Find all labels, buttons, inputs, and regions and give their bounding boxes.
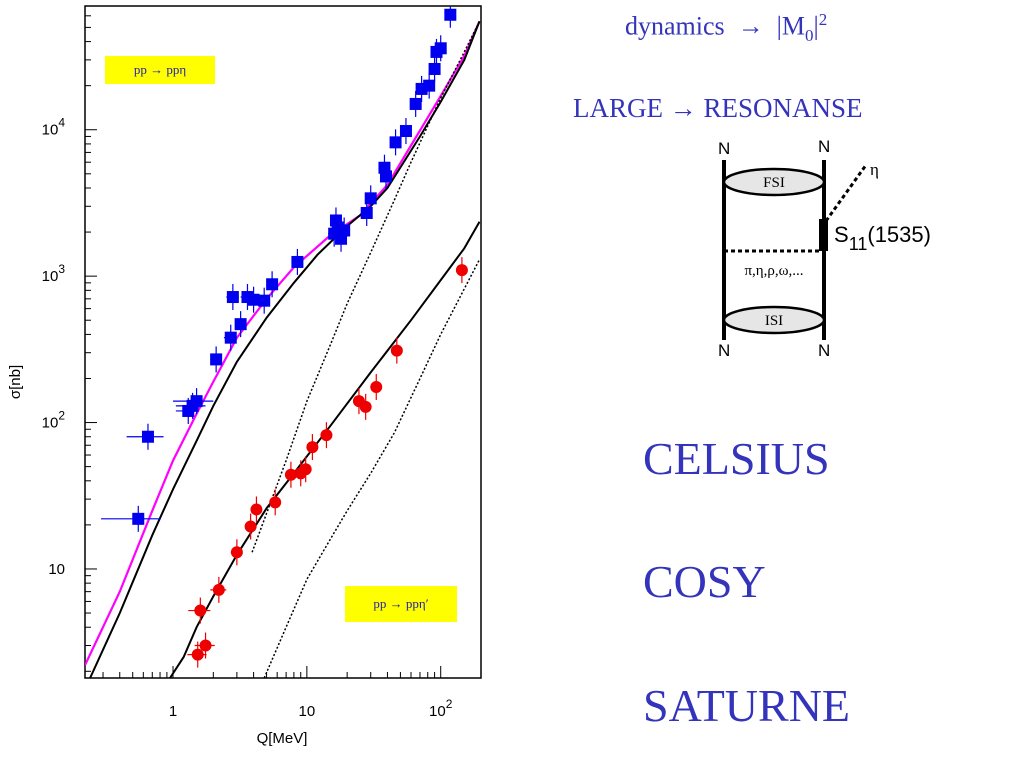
eta-data-point — [389, 129, 402, 156]
y-tick-label: 102 — [42, 409, 66, 432]
n-bottom-right: N — [818, 341, 830, 360]
eta-prime-data-point — [284, 461, 297, 488]
dynamics-arrow: → — [737, 11, 764, 41]
legend-box-eta-prime: pp → ppη′ — [345, 586, 457, 622]
eta-prime-data-point — [194, 632, 215, 659]
eta-data-point — [126, 423, 164, 450]
s11-label: S11(1535) — [834, 222, 931, 254]
mesons-label: π,η,ρ,ω,... — [744, 263, 803, 279]
eta-data-point — [338, 217, 351, 244]
s11-mass: (1535) — [867, 222, 931, 247]
x-tick-label: 10 — [299, 703, 316, 720]
eta-data-point — [423, 72, 436, 99]
eta-prime-data-point — [390, 337, 403, 364]
eta-prime-data-point — [230, 539, 243, 566]
cross-section-chart: 1 10 102 10 102 103 104 Q[MeV] σ[nb] — [7, 5, 482, 747]
n-bottom-left: N — [718, 341, 730, 360]
curves-layer — [85, 20, 481, 678]
eta-prime-data-point — [359, 393, 372, 420]
plot-frame — [84, 5, 482, 679]
eta-data-point — [247, 286, 260, 313]
eta-prime-data-point — [320, 422, 333, 449]
facility-cosy: COSY — [643, 556, 766, 607]
n-top-left: N — [718, 139, 730, 158]
eta-data-point — [291, 248, 304, 275]
eta-prime-data-point — [210, 576, 227, 603]
eta-prime-data-point — [306, 434, 319, 461]
eta-data-point — [379, 163, 392, 190]
eta-prime-data-point — [370, 373, 383, 400]
large-resonanse-text: LARGE → RESONANSE — [573, 93, 863, 123]
eta-prime-data-point — [188, 597, 211, 624]
eta-data-point — [399, 118, 412, 145]
x-tick-label: 102 — [429, 697, 453, 720]
eta-data-point — [444, 6, 457, 28]
theory-curve-5 — [263, 259, 481, 678]
facility-saturne: SATURNE — [643, 680, 851, 731]
y-tick-label: 10 — [48, 561, 65, 578]
eta-prime-data-point — [455, 257, 468, 284]
resonance-box — [819, 219, 828, 251]
matrix-element-sup: 2 — [818, 10, 828, 29]
points-layer — [101, 6, 468, 668]
isi-label: ISI — [765, 313, 783, 329]
x-tick-label: 1 — [169, 703, 177, 720]
fsi-blob — [722, 167, 826, 197]
eta-prime-data-point — [244, 513, 257, 540]
feynman-diagram: N N N N η FSI ISI π,η,ρ,ω,... S11(1535) — [718, 137, 931, 360]
matrix-element-open: |M — [776, 11, 805, 41]
eta-data-point — [434, 35, 447, 62]
isi-blob — [722, 305, 826, 335]
eta-data-point — [360, 199, 373, 226]
eta-data-point — [409, 90, 422, 117]
eta-prime-data-point — [250, 496, 263, 523]
dynamics-label: dynamics — [625, 11, 725, 41]
n-top-right: N — [818, 137, 830, 156]
eta-data-point — [257, 287, 271, 314]
s11-letter: S — [834, 222, 849, 247]
facility-celsius: CELSIUS — [643, 433, 830, 484]
matrix-element-sub: 0 — [804, 25, 814, 45]
eta-prime-data-point — [269, 489, 282, 516]
fsi-label: FSI — [763, 175, 785, 191]
eta-data-point — [234, 311, 247, 338]
matrix-element-close: | — [813, 11, 819, 41]
y-tick-label: 103 — [42, 262, 66, 285]
dynamics-formula: dynamics → |M0|2 — [625, 10, 827, 46]
x-axis-title: Q[MeV] — [257, 730, 308, 747]
theory-curve-3 — [251, 20, 481, 553]
theory-curve-1 — [85, 20, 481, 666]
eta-prime-data-point — [299, 456, 312, 483]
y-tick-label: 104 — [42, 116, 66, 139]
eta-data-point — [226, 284, 239, 311]
eta-label: η — [870, 160, 879, 179]
legend-box-eta: pp → ppη — [105, 56, 215, 84]
eta-data-point — [210, 346, 223, 373]
y-axis-title: σ[nb] — [7, 365, 24, 399]
eta-data-point — [223, 324, 237, 351]
eta-data-point — [364, 185, 377, 212]
eta-line — [824, 164, 868, 222]
s11-subscript: 11 — [849, 234, 868, 254]
theory-curve-2 — [89, 20, 481, 678]
axes-layer: 1 10 102 10 102 103 104 — [42, 5, 482, 720]
eta-data-point — [428, 55, 441, 82]
eta-data-point — [266, 271, 279, 298]
eta-data-point — [101, 505, 161, 532]
eta-data-point — [173, 388, 214, 415]
